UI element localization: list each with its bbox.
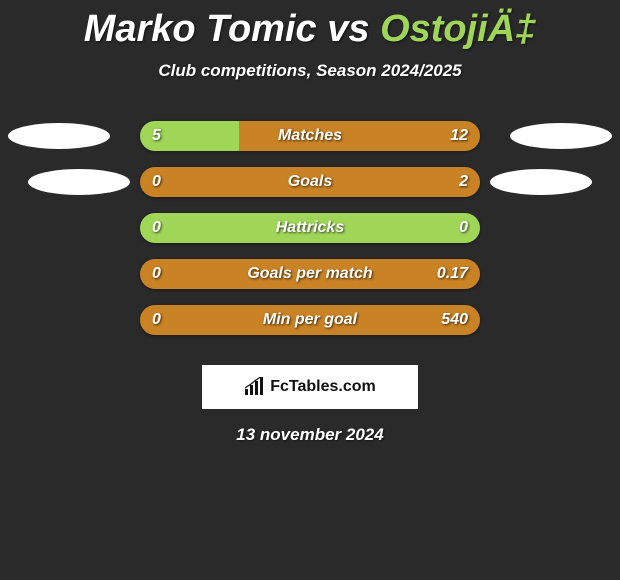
player-marker-right [490,169,592,195]
stat-row: 00Hattricks [0,215,620,261]
stat-row: 02Goals [0,169,620,215]
stat-label: Hattricks [140,213,480,243]
comparison-title: Marko Tomic vs OstojiÄ‡ [0,0,620,51]
stat-rows: 512Matches 02Goals 00Hattricks 00.17Goals p… [0,123,620,353]
vs-text: vs [317,8,380,50]
footer-logo: FcTables.com [244,377,376,397]
stat-label: Goals per match [140,259,480,289]
player1-name: Marko Tomic [84,8,317,50]
date-text: 13 november 2024 [0,425,620,445]
footer-brand-text: FcTables.com [270,378,376,396]
stat-bar: 512Matches [140,121,480,151]
bar-chart-icon [244,377,266,397]
stat-row: 0540Min per goal [0,307,620,353]
stat-bar: 0540Min per goal [140,305,480,335]
stat-label: Matches [140,121,480,151]
stat-bar: 00Hattricks [140,213,480,243]
stat-row: 00.17Goals per match [0,261,620,307]
stat-label: Goals [140,167,480,197]
player2-name: OstojiÄ‡ [380,8,536,50]
subtitle: Club competitions, Season 2024/2025 [0,61,620,81]
stat-bar: 02Goals [140,167,480,197]
player-marker-left [28,169,130,195]
stat-label: Min per goal [140,305,480,335]
player-marker-left [8,123,110,149]
stat-row: 512Matches [0,123,620,169]
footer-brand-box: FcTables.com [202,365,418,409]
player-marker-right [510,123,612,149]
stat-bar: 00.17Goals per match [140,259,480,289]
